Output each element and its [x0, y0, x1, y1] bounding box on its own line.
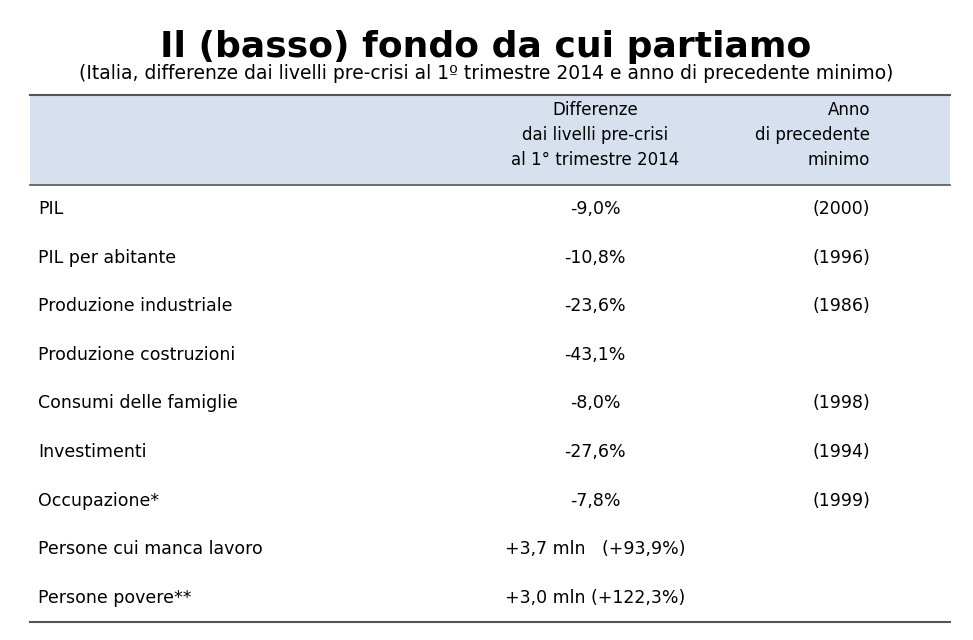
Text: Persone cui manca lavoro: Persone cui manca lavoro: [38, 540, 263, 558]
Text: (Italia, differenze dai livelli pre-crisi al 1º trimestre 2014 e anno di precede: (Italia, differenze dai livelli pre-cris…: [79, 64, 893, 83]
Text: Investimenti: Investimenti: [38, 443, 147, 461]
Text: -23,6%: -23,6%: [564, 298, 626, 316]
Text: -7,8%: -7,8%: [570, 492, 620, 509]
Text: Persone povere**: Persone povere**: [38, 589, 192, 607]
Text: PIL: PIL: [38, 200, 63, 218]
Text: (1994): (1994): [812, 443, 870, 461]
Text: (1996): (1996): [812, 249, 870, 267]
Text: (1999): (1999): [812, 492, 870, 509]
Text: +3,0 mln (+122,3%): +3,0 mln (+122,3%): [505, 589, 685, 607]
Text: Occupazione*: Occupazione*: [38, 492, 160, 509]
Text: -9,0%: -9,0%: [569, 200, 621, 218]
Text: -8,0%: -8,0%: [570, 394, 620, 413]
Text: Il (basso) fondo da cui partiamo: Il (basso) fondo da cui partiamo: [161, 30, 811, 64]
Text: Produzione industriale: Produzione industriale: [38, 298, 233, 316]
Bar: [30, 95, 950, 185]
Text: (1998): (1998): [812, 394, 870, 413]
Text: -27,6%: -27,6%: [564, 443, 626, 461]
Text: Produzione costruzioni: Produzione costruzioni: [38, 346, 235, 364]
Text: (2000): (2000): [812, 200, 870, 218]
Text: Anno
di precedente
minimo: Anno di precedente minimo: [755, 101, 870, 169]
Text: -43,1%: -43,1%: [564, 346, 626, 364]
Text: Consumi delle famiglie: Consumi delle famiglie: [38, 394, 237, 413]
Text: Differenze
dai livelli pre-crisi
al 1° trimestre 2014: Differenze dai livelli pre-crisi al 1° t…: [511, 101, 679, 169]
Text: +3,7 mln   (+93,9%): +3,7 mln (+93,9%): [505, 540, 685, 558]
Text: (1986): (1986): [812, 298, 870, 316]
Text: PIL per abitante: PIL per abitante: [38, 249, 176, 267]
Text: -10,8%: -10,8%: [564, 249, 626, 267]
